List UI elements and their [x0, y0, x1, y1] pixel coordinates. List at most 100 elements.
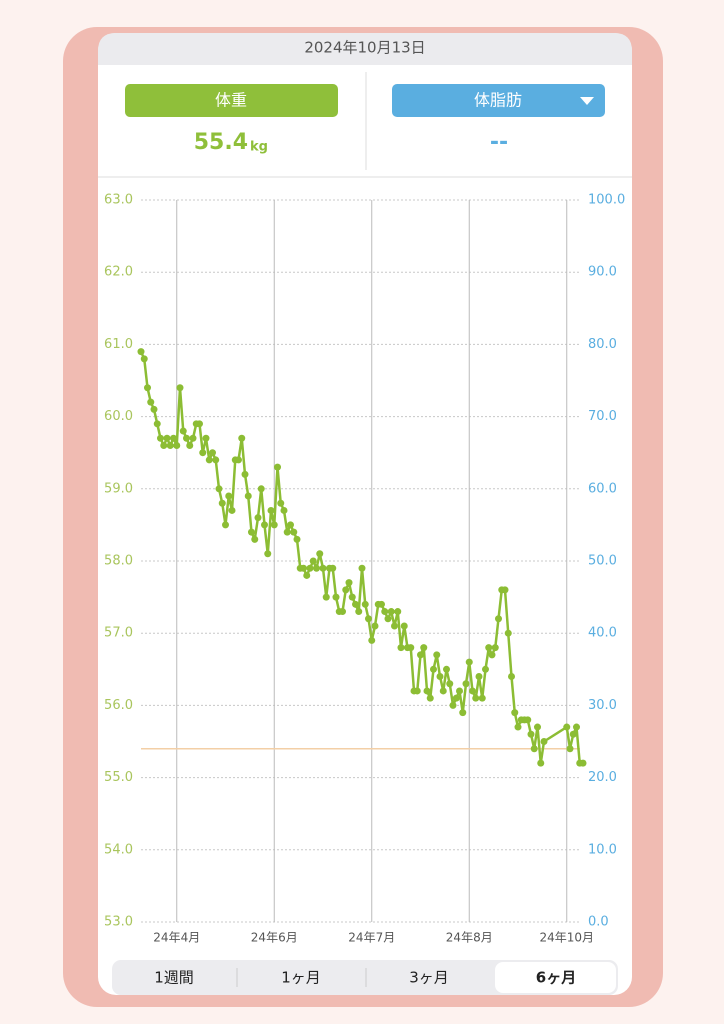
x-tick-label: 24年7月: [348, 931, 395, 945]
tab[interactable]: 1週間: [154, 969, 194, 987]
weight-point: [222, 521, 229, 529]
weight-point: [309, 557, 317, 565]
y-tick-label: 53.0: [104, 915, 133, 930]
weight-point: [264, 550, 272, 558]
weight-point: [475, 673, 483, 681]
weight-point: [426, 694, 434, 702]
weight-point: [540, 738, 548, 745]
y-tick-label: 57.0: [104, 626, 133, 641]
weight-point: [313, 564, 320, 572]
weight-point: [163, 434, 171, 442]
weight-point: [306, 564, 314, 572]
weight-point: [144, 384, 151, 392]
weight-point: [439, 687, 447, 695]
weight-point: [436, 673, 444, 681]
x-tick-label: 24年8月: [446, 931, 493, 945]
y2-tick-label: 50.0: [588, 554, 617, 569]
weight-point: [244, 492, 252, 500]
weight-point: [387, 608, 395, 616]
weight-point: [238, 434, 246, 442]
weight-point: [391, 622, 398, 630]
weight-point: [508, 673, 515, 681]
weight-point: [329, 564, 337, 572]
tab[interactable]: 3ヶ月: [409, 969, 449, 987]
weight-point: [150, 405, 158, 413]
weight-point: [491, 644, 499, 652]
weight-point: [504, 629, 512, 637]
weight-point: [527, 730, 535, 738]
weight-point: [420, 644, 428, 652]
weight-point: [215, 485, 223, 493]
weight-point: [277, 499, 285, 507]
weight-point: [303, 571, 311, 579]
weight-point: [170, 434, 177, 442]
y-tick-label: 61.0: [104, 337, 133, 352]
weight-point: [319, 564, 327, 572]
weight-point: [257, 485, 265, 493]
weight-point: [449, 701, 457, 709]
y-tick-label: 63.0: [104, 193, 133, 208]
weight-point: [248, 528, 255, 536]
weight-point: [228, 506, 236, 514]
body-fat-button[interactable]: [392, 84, 605, 117]
panel: [98, 33, 632, 995]
weight-point: [316, 550, 324, 558]
weight-point: [137, 348, 145, 356]
weight-point: [501, 586, 509, 594]
weight-point: [569, 730, 577, 738]
x-tick-label: 24年4月: [153, 931, 200, 945]
weight-point: [348, 593, 356, 601]
weight-point: [290, 528, 298, 536]
weight-button[interactable]: [125, 84, 338, 117]
weight-point: [261, 521, 268, 529]
weight-point: [218, 499, 226, 507]
weight-point: [205, 456, 213, 464]
y2-tick-label: 10.0: [588, 842, 617, 857]
weight-point: [465, 658, 473, 666]
y2-tick-label: 80.0: [588, 337, 617, 352]
y2-tick-label: 40.0: [588, 626, 617, 641]
weight-point: [186, 441, 194, 449]
weight-point: [209, 449, 216, 457]
tab-selected: [495, 962, 616, 993]
weight-point: [430, 665, 437, 673]
weight-point: [384, 615, 392, 623]
weight-point: [400, 622, 408, 630]
y2-tick-label: 90.0: [588, 265, 617, 280]
tab[interactable]: 6ヶ月: [536, 969, 576, 987]
y-tick-label: 56.0: [104, 698, 133, 713]
weight-point: [202, 434, 210, 442]
tab[interactable]: 1ヶ月: [281, 969, 321, 987]
y-tick-label: 59.0: [104, 481, 133, 496]
y-tick-label: 58.0: [104, 554, 133, 569]
y-tick-label: 62.0: [104, 265, 133, 280]
weight-point: [573, 723, 580, 731]
weight-point: [270, 521, 278, 529]
weight-point: [280, 506, 288, 514]
body-fat-button-label: 体脂肪: [474, 91, 522, 110]
weight-point: [478, 694, 486, 702]
body-fat-value: --: [490, 130, 508, 155]
weight-point: [563, 723, 571, 731]
weight-point: [407, 644, 415, 652]
weight-point: [495, 615, 502, 623]
weight-point: [456, 687, 463, 695]
y2-tick-label: 100.0: [588, 193, 625, 208]
weight-point: [566, 745, 574, 753]
weight-point: [365, 615, 372, 623]
weight-point: [443, 665, 450, 673]
weight-point: [371, 622, 379, 630]
weight-point: [358, 564, 366, 572]
weight-point: [196, 420, 203, 428]
y2-tick-label: 0.0: [588, 915, 609, 930]
weight-point: [283, 528, 291, 536]
weight-point: [332, 593, 340, 601]
weight-point: [452, 694, 460, 702]
weight-point: [345, 579, 353, 587]
weight-point: [355, 608, 363, 616]
y-tick-label: 54.0: [104, 842, 133, 857]
tab-bar: [112, 960, 618, 995]
weight-point: [300, 564, 307, 572]
weight-point: [254, 514, 262, 522]
